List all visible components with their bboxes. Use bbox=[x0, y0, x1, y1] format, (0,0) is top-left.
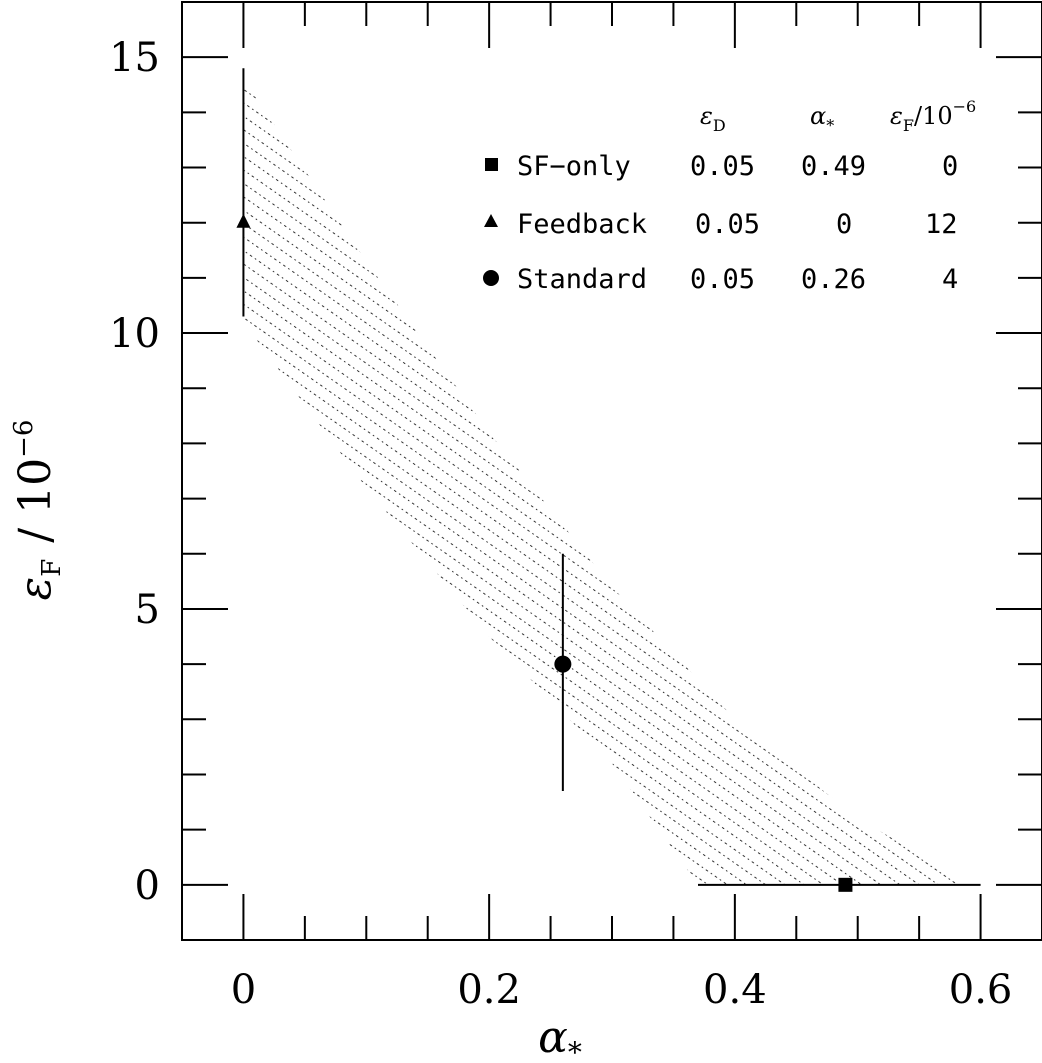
plot-axes bbox=[181, 1, 1042, 941]
x-tick-label: 0.6 bbox=[949, 967, 1013, 1013]
legend-eps-f-sf-only: 0 bbox=[942, 151, 958, 182]
legend-eps-d-feedback: 0.05 bbox=[695, 209, 760, 240]
legend-eps-f-feedback: 12 bbox=[925, 209, 958, 240]
hatched-region bbox=[243, 79, 975, 885]
data-points bbox=[236, 68, 981, 892]
y-tick-label: 5 bbox=[135, 587, 160, 633]
y-tick-label: 0 bbox=[135, 863, 160, 909]
legend-label-feedback: Feedback bbox=[517, 209, 647, 240]
tick-labels: 0 0.2 0.4 0.6 0 5 10 15 bbox=[109, 35, 1012, 1013]
shaded-band bbox=[243, 79, 975, 885]
y-tick-label: 15 bbox=[109, 35, 160, 81]
legend-header-eps-d: εD bbox=[700, 102, 726, 135]
legend-marker-feedback bbox=[484, 214, 498, 227]
legend-alpha-standard: 0.26 bbox=[801, 264, 866, 295]
legend-header-alpha: α* bbox=[810, 102, 834, 135]
point-sf-only bbox=[838, 877, 853, 892]
legend-eps-d-standard: 0.05 bbox=[690, 264, 755, 295]
point-standard bbox=[554, 655, 572, 673]
legend-header-eps-f: εF/10−6 bbox=[890, 97, 976, 135]
x-tick-label: 0.2 bbox=[457, 967, 521, 1013]
legend-marker-standard bbox=[483, 270, 499, 286]
legend-alpha-sf-only: 0.49 bbox=[801, 151, 866, 182]
legend-alpha-feedback: 0 bbox=[836, 209, 852, 240]
x-axis-title: α* bbox=[538, 1012, 582, 1063]
legend-eps-d-sf-only: 0.05 bbox=[690, 151, 755, 182]
x-tick-label: 0 bbox=[231, 967, 256, 1013]
legend: εD α* εF/10−6 SF−only 0.05 0.49 0 Feedba… bbox=[483, 97, 976, 295]
point-feedback bbox=[236, 213, 251, 228]
tick-marks bbox=[181, 1, 1042, 941]
legend-marker-sf-only bbox=[485, 158, 498, 171]
x-tick-label: 0.4 bbox=[703, 967, 767, 1013]
y-axis-title: εF/ 10−6 bbox=[9, 420, 67, 601]
y-tick-label: 10 bbox=[109, 311, 160, 357]
plot-frame bbox=[181, 1, 1042, 941]
legend-label-standard: Standard bbox=[517, 264, 647, 295]
legend-label-sf-only: SF−only bbox=[517, 151, 631, 182]
legend-eps-f-standard: 4 bbox=[942, 264, 958, 295]
